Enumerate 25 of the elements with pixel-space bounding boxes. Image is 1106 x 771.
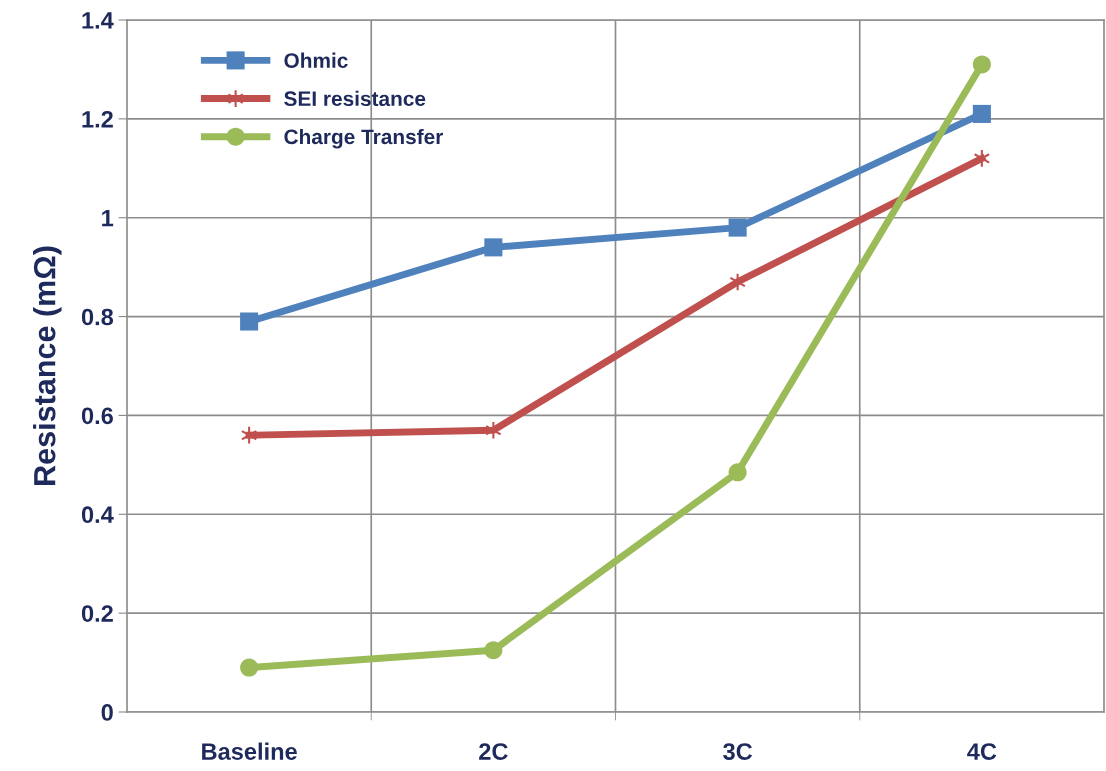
point — [240, 312, 259, 331]
y-tick-label: 0.6 — [81, 407, 113, 425]
y-tick-label: 1.4 — [82, 12, 114, 29]
legend-label: Charge Transfer — [284, 128, 444, 149]
point — [240, 658, 259, 677]
y-tick-label: 1.2 — [82, 110, 113, 128]
y-tick-label: 0.4 — [81, 506, 114, 524]
y-tick-label: 0.8 — [81, 308, 114, 326]
point — [484, 238, 503, 257]
y-tick-label: 0.2 — [81, 605, 113, 622]
y-tick-label: 0 — [101, 704, 113, 721]
x-tick-label: 2C — [479, 743, 508, 760]
legend-label: SEI resistance — [284, 90, 426, 107]
point — [728, 463, 747, 482]
y-tick-label: 1 — [102, 210, 114, 227]
point — [484, 641, 503, 660]
legend-label: Ohmic — [284, 52, 348, 68]
x-tick-label: 3C — [723, 743, 753, 760]
x-tick-label: Baseline — [202, 742, 297, 760]
point — [240, 425, 258, 445]
point — [972, 55, 991, 74]
point — [972, 104, 991, 123]
point — [728, 218, 747, 237]
y-axis-title: Resistance (mΩ) — [33, 246, 62, 485]
x-tick-label: 4C — [967, 743, 997, 760]
